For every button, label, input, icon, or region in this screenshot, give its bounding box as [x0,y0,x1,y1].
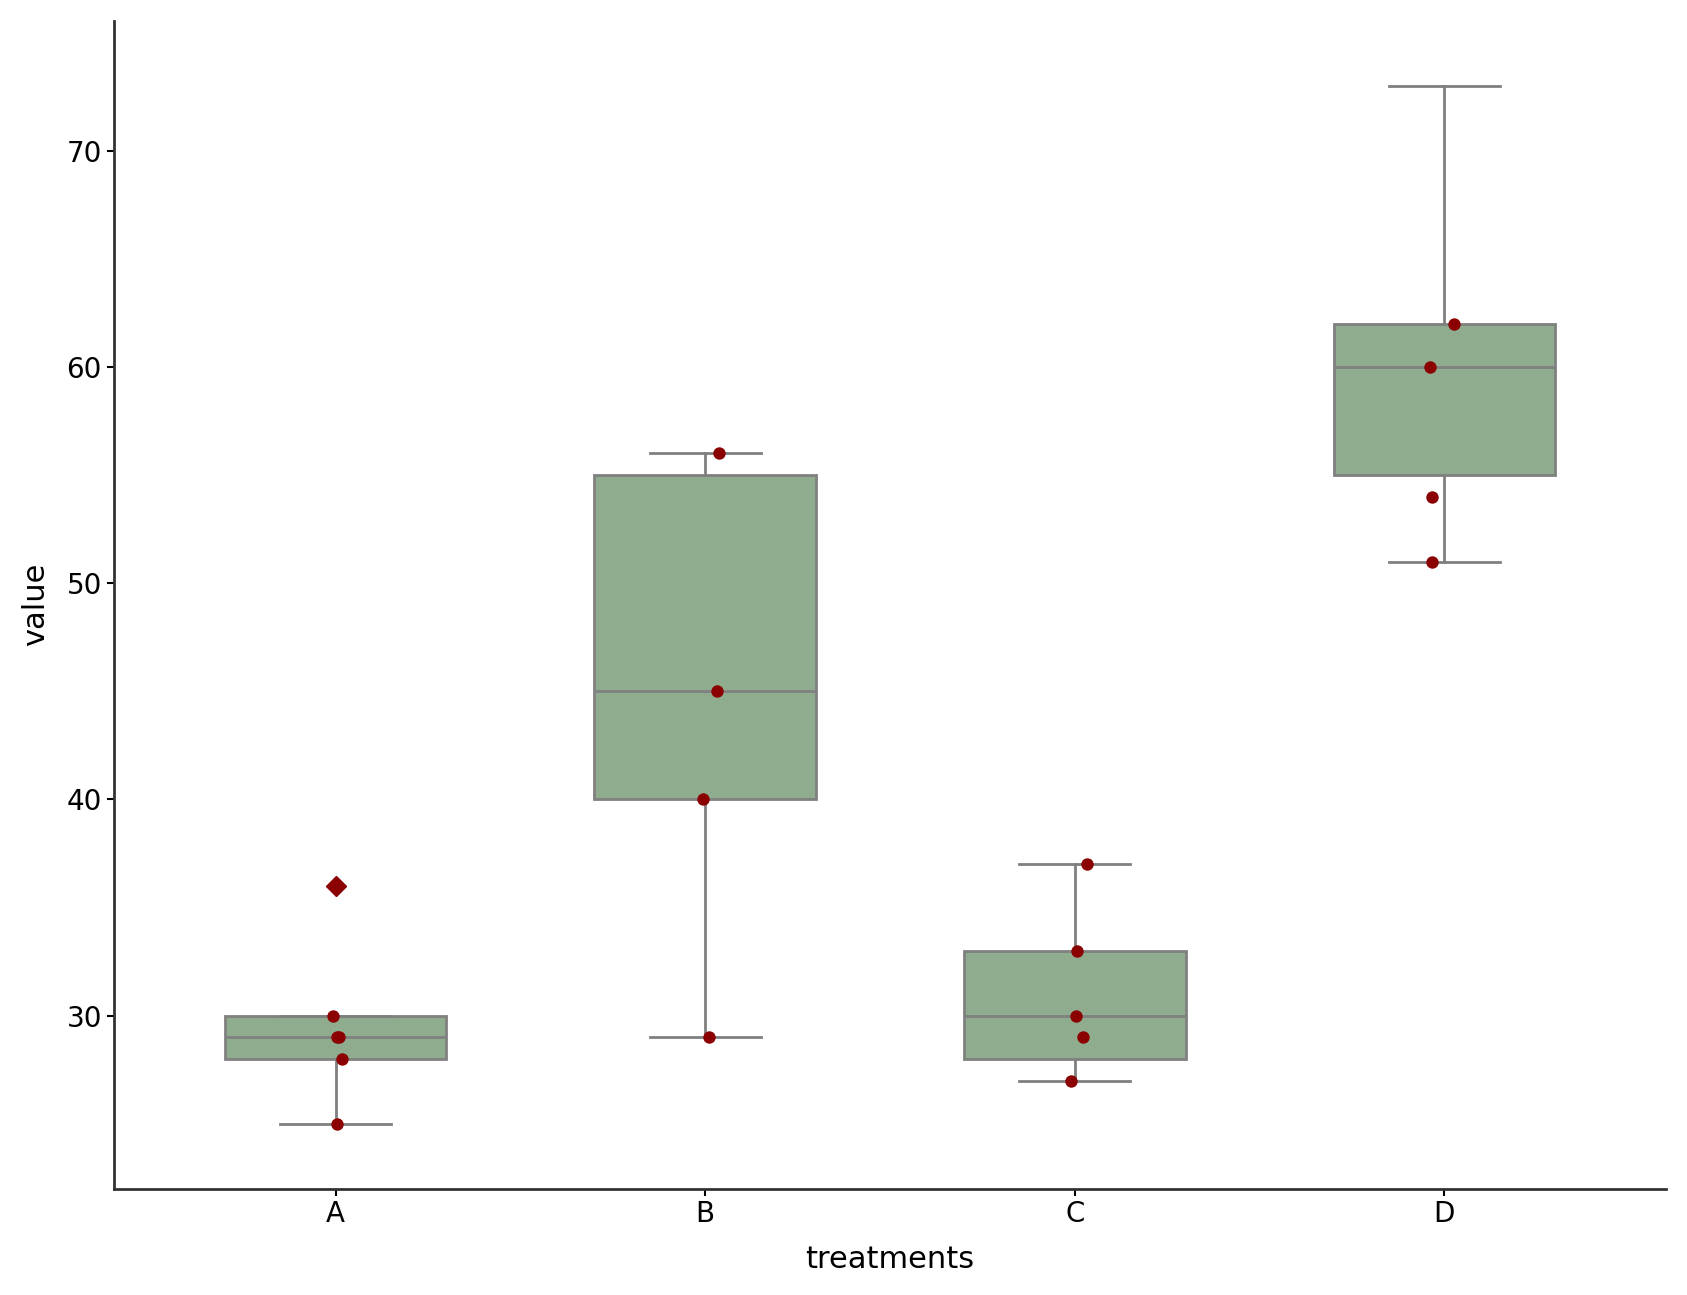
PathPatch shape [594,475,817,799]
X-axis label: treatments: treatments [805,1246,975,1274]
Point [326,1027,353,1048]
Point [1058,1070,1085,1090]
Point [703,681,730,702]
PathPatch shape [224,1015,447,1059]
Point [1419,486,1446,506]
Point [329,1049,356,1070]
Point [1063,940,1090,961]
Point [690,789,717,809]
Point [324,1027,351,1048]
PathPatch shape [1333,324,1555,475]
Point [1070,1027,1097,1048]
Point [1417,356,1444,377]
Point [1063,1005,1090,1026]
Point [705,443,732,464]
Point [1441,313,1468,334]
Point [1075,853,1102,874]
Y-axis label: value: value [20,563,51,646]
Point [324,1114,351,1134]
Point [321,1005,348,1026]
PathPatch shape [963,951,1186,1059]
Point [1419,552,1446,572]
Point [697,1027,724,1048]
